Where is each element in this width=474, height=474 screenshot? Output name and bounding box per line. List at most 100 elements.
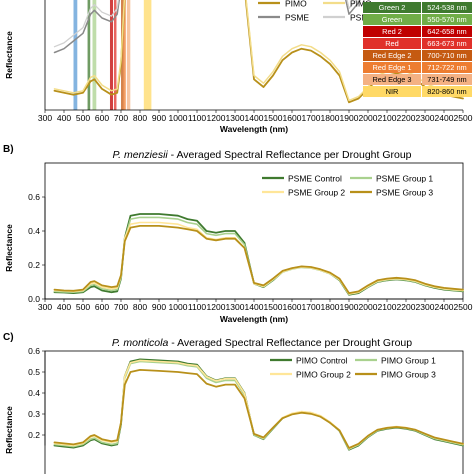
x-tick-label: 2300 (416, 113, 435, 123)
x-tick-label: 300 (38, 113, 52, 123)
band-range: 700-710 nm (427, 51, 466, 60)
legend-label: PSME Group 1 (376, 174, 433, 184)
legend-label: PSME Group 3 (376, 188, 433, 198)
y-tick-label: 0.4 (28, 226, 40, 236)
x-tick-label: 800 (133, 302, 147, 312)
y-axis-label: Reflectance (4, 31, 14, 79)
x-tick-label: 1300 (226, 302, 245, 312)
chart-title-species: P. menziesii (112, 149, 168, 161)
band-name: Green (382, 15, 403, 24)
y-tick-label: 0.6 (28, 346, 40, 356)
x-tick-label: 1400 (245, 113, 264, 123)
y-tick-label: 0.3 (28, 409, 40, 419)
band-name: Red (385, 39, 399, 48)
panel-label-b: B) (3, 144, 14, 155)
x-tick-label: 400 (57, 113, 71, 123)
band-range: 712-722 nm (427, 63, 466, 72)
band-marker-3 (109, 0, 114, 110)
series-line-0-3 (53, 0, 357, 48)
band-range-cell (422, 74, 472, 85)
series-line-1-3 (53, 224, 464, 295)
band-name: Green 2 (379, 3, 406, 12)
x-tick-label: 600 (95, 113, 109, 123)
x-tick-label: 700 (114, 113, 128, 123)
x-tick-label: 900 (152, 113, 166, 123)
series-line-1-0 (53, 213, 464, 296)
x-tick-label: 1000 (169, 113, 188, 123)
legend-b: PSME Control PSME Group 1 PSME Group 2 PSME… (262, 174, 433, 198)
x-tick-label: 1200 (207, 113, 226, 123)
x-tick-label: 1300 (226, 113, 245, 123)
band-range-cell (422, 62, 472, 73)
band-range-cell (422, 50, 472, 61)
band-name-cell (363, 74, 421, 85)
x-tick-label: 2300 (416, 302, 435, 312)
band-range-cell (422, 86, 472, 97)
band-range: 550-570 nm (427, 15, 466, 24)
x-tick-label: 1800 (321, 113, 340, 123)
x-tick-label: 2200 (397, 302, 416, 312)
band-marker-8 (143, 0, 152, 110)
legend-label: PSME Control (288, 174, 342, 184)
x-tick-label: 1600 (283, 113, 302, 123)
band-marker-2 (92, 0, 97, 110)
y-tick-label: 0.5 (28, 367, 40, 377)
series-line-2-3 (53, 368, 464, 449)
x-tick-label: 1100 (188, 302, 207, 312)
band-name-cell (363, 86, 421, 97)
y-axis-label: Reflectance (4, 224, 14, 272)
x-tick-label: 2100 (378, 302, 397, 312)
chart-title-species: P. monticola (112, 337, 169, 349)
legend-label: PSME (350, 13, 374, 23)
band-range: 524-538 nm (427, 3, 466, 12)
panel-label-c: C) (3, 332, 14, 343)
band-name: Red 2 (382, 27, 402, 36)
legend-label: PSME (285, 13, 309, 23)
band-marker-1 (87, 0, 91, 110)
legend-a: PIMO PIMO PSME PSME (258, 0, 374, 23)
band-marker-7 (126, 0, 131, 110)
panel-b: B) P. menziesii - Averaged Spectral Refle… (3, 144, 473, 324)
band-name: Red Edge 2 (372, 51, 411, 60)
x-tick-label: 2500 (454, 113, 473, 123)
x-tick-label: 2400 (435, 302, 454, 312)
chart-title-rest: - Averaged Spectral Reflectance per Drou… (168, 337, 412, 349)
legend-label: PSME Group 2 (288, 188, 345, 198)
y-axis-label: Reflectance (4, 406, 14, 454)
x-tick-label: 1500 (264, 113, 283, 123)
x-tick-label: 1500 (264, 302, 283, 312)
band-range: 731-749 nm (427, 75, 466, 84)
series-line-0-2 (53, 0, 361, 54)
y-tick-label: 0.0 (28, 294, 40, 304)
x-tick-label: 1600 (283, 302, 302, 312)
y-tick-label: 0.6 (28, 192, 40, 202)
x-tick-label: 1700 (302, 302, 321, 312)
legend-label: PIMO Group 1 (381, 356, 436, 366)
chart-title-c: P. monticola - Averaged Spectral Reflect… (112, 337, 412, 349)
band-name: NIR (386, 87, 399, 96)
x-tick-label: 2500 (454, 302, 473, 312)
x-tick-label: 2200 (397, 113, 416, 123)
band-range-cell (422, 2, 472, 13)
x-tick-label: 300 (38, 302, 52, 312)
chart-title-b: P. menziesii - Averaged Spectral Reflect… (112, 149, 411, 161)
band-range: 642-658 nm (427, 27, 466, 36)
band-range-cell (422, 14, 472, 25)
legend-label: PIMO Group 3 (381, 370, 436, 380)
x-tick-label: 800 (133, 113, 147, 123)
x-tick-label: 2400 (435, 113, 454, 123)
series-line-1-1 (53, 216, 464, 296)
x-tick-label: 2000 (359, 113, 378, 123)
band-name-cell (363, 50, 421, 61)
band-name: Red Edge 1 (372, 63, 411, 72)
legend-label: PIMO (285, 0, 307, 9)
band-name-cell (363, 62, 421, 73)
chart-title-rest: - Averaged Spectral Reflectance per Drou… (168, 149, 412, 161)
x-tick-label: 1400 (245, 302, 264, 312)
band-name-cell (363, 14, 421, 25)
x-axis-label: Wavelength (nm) (220, 314, 288, 324)
x-tick-label: 500 (76, 302, 90, 312)
band-name: Red Edge 3 (372, 75, 411, 84)
x-tick-label: 400 (57, 302, 71, 312)
